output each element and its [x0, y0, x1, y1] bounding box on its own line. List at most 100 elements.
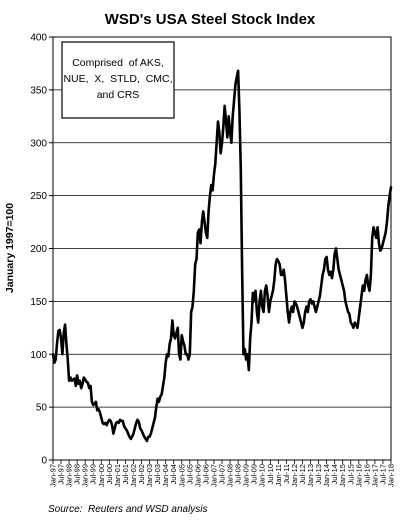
data-point: [245, 358, 247, 361]
data-point: [228, 115, 230, 117]
annotation-line-1: Comprised of AKS,: [72, 57, 164, 69]
data-point: [335, 247, 337, 250]
x-tick-label: Jan-05: [177, 464, 186, 487]
data-point: [108, 419, 110, 421]
data-point: [358, 316, 360, 318]
data-point: [342, 284, 344, 287]
data-point: [352, 327, 355, 329]
data-point: [299, 316, 301, 318]
data-point: [304, 311, 306, 313]
data-point: [71, 380, 73, 382]
x-tick-label: Jan-16: [354, 464, 363, 487]
data-point: [332, 269, 334, 271]
data-point: [139, 427, 141, 429]
data-point: [225, 121, 227, 123]
data-point: [128, 436, 131, 438]
data-point: [175, 332, 177, 334]
data-point: [367, 284, 369, 287]
data-point: [88, 387, 90, 389]
data-point: [177, 327, 179, 329]
data-point: [170, 337, 172, 339]
data-point: [140, 429, 143, 431]
x-tick-label: Jan-10: [258, 464, 267, 487]
data-point: [271, 295, 273, 297]
data-point: [280, 274, 282, 276]
x-tick-label: Jan-17: [370, 464, 379, 487]
data-point: [150, 432, 152, 435]
data-point: [351, 324, 353, 326]
data-point: [382, 242, 384, 244]
data-point: [163, 376, 165, 379]
data-point: [372, 226, 375, 228]
x-tick-label: Jul-03: [153, 464, 162, 484]
x-tick-label: Jan-13: [306, 464, 315, 487]
data-point: [267, 295, 269, 297]
data-point: [327, 269, 329, 271]
data-point: [98, 408, 100, 410]
data-point: [91, 401, 93, 403]
data-point: [303, 321, 305, 324]
data-point: [378, 242, 380, 244]
data-point: [256, 311, 258, 313]
x-tick-labels: Jan-97 Jul-97 Jan-98 Jul-98 Jan-99 Jul-99 Jan-…: [49, 460, 396, 487]
data-point: [195, 258, 198, 260]
data-point: [283, 269, 285, 271]
data-point: [240, 168, 242, 170]
data-point: [221, 142, 223, 144]
data-point: [80, 387, 82, 389]
data-point: [186, 353, 188, 355]
data-point: [312, 300, 314, 302]
data-point: [199, 242, 202, 244]
data-point: [236, 76, 238, 78]
y-tick-labels: 0 50 100 150 200 250 300 350 400: [30, 33, 53, 467]
data-point: [103, 423, 105, 425]
data-point: [148, 436, 151, 438]
data-point: [185, 353, 187, 355]
data-point: [268, 311, 270, 313]
data-point: [346, 306, 348, 308]
data-point: [194, 263, 196, 265]
x-tick-label: Jul-07: [218, 464, 227, 484]
data-point: [292, 311, 294, 313]
data-point: [387, 205, 389, 207]
data-point: [197, 232, 199, 234]
data-point: [343, 290, 345, 292]
x-tick-label: Jan-97: [49, 464, 58, 487]
data-point: [322, 274, 324, 276]
data-point: [246, 353, 249, 355]
data-point: [178, 353, 180, 355]
data-point: [375, 237, 377, 239]
series-line-0: [51, 69, 393, 443]
data-point: [359, 306, 361, 308]
data-point: [389, 195, 391, 197]
data-point: [330, 271, 332, 273]
data-point: [250, 321, 253, 324]
data-point: [323, 269, 325, 271]
data-point: [166, 353, 168, 355]
x-tick-label: Jul-09: [250, 464, 259, 484]
data-point: [122, 420, 124, 422]
x-tick-label: Jul-06: [201, 464, 210, 484]
annotation-line-3: and CRS: [97, 89, 140, 101]
x-tick-label: Jul-08: [234, 464, 243, 484]
data-point: [161, 393, 163, 396]
data-point: [261, 306, 263, 308]
data-point: [147, 436, 149, 438]
y-tick-label: 300: [30, 138, 47, 149]
data-point: [289, 311, 291, 313]
chart-title: WSD's USA Steel Stock Index: [105, 11, 316, 28]
data-point: [110, 420, 112, 422]
data-point: [258, 300, 261, 302]
x-tick-label: Jan-09: [242, 464, 251, 487]
data-point: [99, 411, 101, 414]
data-point: [308, 300, 310, 302]
data-point: [63, 332, 65, 334]
data-point: [350, 321, 352, 324]
data-point: [305, 306, 308, 308]
data-point: [119, 419, 121, 421]
data-point: [60, 337, 62, 339]
annotation-box: Comprised of AKS, NUE, X, STLD, CMC, and…: [61, 41, 175, 119]
annotation-frame: [61, 41, 175, 119]
data-point: [334, 253, 336, 255]
